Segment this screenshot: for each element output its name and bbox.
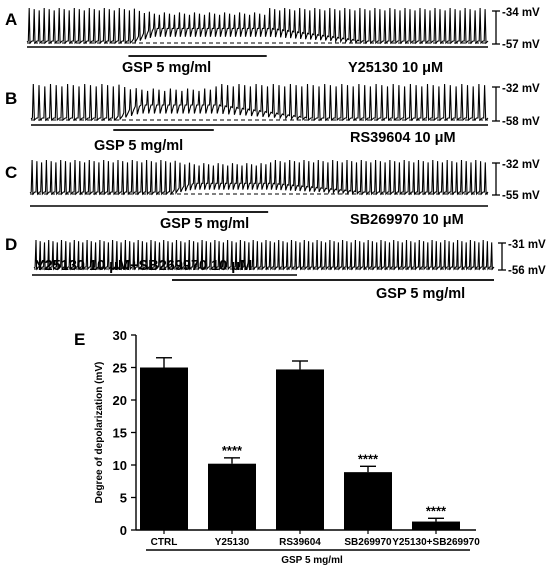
panel-letter: B: [5, 89, 17, 108]
y-tick-label: 15: [113, 426, 127, 441]
bar-group-sb269970: **** SB269970: [344, 451, 392, 548]
y-tick-label: 20: [113, 393, 127, 408]
bar: [208, 463, 256, 530]
scale-top-label: -32 mV: [502, 159, 540, 171]
scale-top-label: -31 mV: [508, 239, 546, 251]
scale-bottom-label: -56 mV: [508, 265, 546, 277]
drug-label: RS39604 10 μM: [350, 130, 456, 146]
x-axis-label: GSP 5 mg/ml: [281, 555, 343, 566]
traces-layer: A GSP 5 mg/ml Y25130 10 μM -34 mV -57 mV B GSP…: [5, 7, 546, 302]
category-label: CTRL: [151, 537, 178, 548]
gsp-label: GSP 5 mg/ml: [160, 216, 249, 232]
y-axis-label: Degree of depolarization (mV): [94, 362, 105, 504]
bar: [140, 367, 188, 530]
gsp-label: GSP 5 mg/ml: [94, 138, 183, 154]
bar: [276, 369, 324, 530]
bar-group-y25130: **** Y25130: [208, 443, 256, 548]
bar-chart: E 0 5 10 15 20 25 30 Degree of depolarization (m…: [74, 328, 480, 566]
trace-panel-d: D GSP 5 mg/ml Y25130 10 μM+SB269970 10 μM -…: [5, 235, 546, 302]
category-label: RS39604: [279, 537, 321, 548]
y-tick-label: 10: [113, 458, 127, 473]
y-tick-label: 0: [120, 523, 127, 538]
significance-marker: ****: [358, 451, 379, 466]
significance-marker: ****: [426, 503, 447, 518]
bar-group-y25130-sb269970: **** Y25130+SB269970: [392, 503, 480, 548]
category-label: SB269970: [344, 537, 392, 548]
gsp-label: GSP 5 mg/ml: [376, 286, 465, 302]
significance-marker: ****: [222, 443, 243, 458]
y-tick-label: 5: [120, 491, 127, 506]
drug-label: Y25130 10 μM: [348, 60, 443, 76]
category-label: Y25130: [215, 537, 250, 548]
panel-letter: A: [5, 10, 17, 29]
bar: [412, 521, 460, 530]
trace-panel-c: C GSP 5 mg/ml SB269970 10 μM -32 mV -55 mV: [5, 159, 540, 232]
trace-panel-b: B GSP 5 mg/ml RS39604 10 μM -32 mV -58 mV: [5, 83, 540, 154]
trace-panel-a: A GSP 5 mg/ml Y25130 10 μM -34 mV -57 mV: [5, 7, 540, 76]
drug-label: SB269970 10 μM: [350, 212, 464, 228]
membrane-potential-trace: [29, 159, 489, 196]
membrane-potential-trace: [30, 83, 489, 122]
drug-label: Y25130 10 μM+SB269970 10 μM: [35, 258, 252, 274]
category-label: Y25130+SB269970: [392, 537, 480, 548]
scale-bottom-label: -58 mV: [502, 116, 540, 128]
scale-top-label: -34 mV: [502, 7, 540, 19]
scale-bottom-label: -55 mV: [502, 190, 540, 202]
membrane-potential-trace: [26, 7, 489, 45]
bar-group-ctrl: CTRL: [140, 357, 188, 548]
membrane-potential-trace: [33, 239, 495, 271]
bar-group-rs39604: RS39604: [276, 360, 324, 548]
panel-letter-e: E: [74, 330, 85, 349]
scale-bottom-label: -57 mV: [502, 39, 540, 51]
gsp-label: GSP 5 mg/ml: [122, 60, 211, 76]
panel-letter: C: [5, 163, 17, 182]
scale-top-label: -32 mV: [502, 83, 540, 95]
y-tick-label: 30: [113, 328, 127, 343]
panel-letter: D: [5, 235, 17, 254]
y-tick-label: 25: [113, 361, 127, 376]
bar: [344, 472, 392, 530]
